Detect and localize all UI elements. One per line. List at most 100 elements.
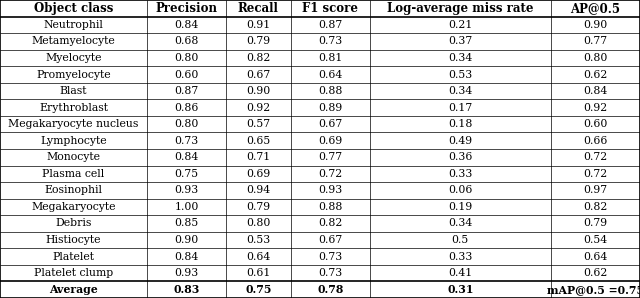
Text: 0.72: 0.72 — [584, 152, 607, 162]
Text: 0.87: 0.87 — [174, 86, 198, 96]
Text: 0.86: 0.86 — [174, 103, 198, 113]
Text: Promyelocyte: Promyelocyte — [36, 69, 111, 80]
Text: 0.64: 0.64 — [584, 252, 607, 262]
Text: 0.72: 0.72 — [318, 169, 342, 179]
Text: Megakaryocyte nucleus: Megakaryocyte nucleus — [8, 119, 139, 129]
Text: 1.00: 1.00 — [174, 202, 198, 212]
Text: 0.94: 0.94 — [246, 185, 271, 195]
Text: 0.69: 0.69 — [246, 169, 271, 179]
Text: 0.66: 0.66 — [583, 136, 608, 146]
Text: Average: Average — [49, 284, 98, 295]
Text: Eosinophil: Eosinophil — [45, 185, 102, 195]
Text: 0.34: 0.34 — [448, 53, 472, 63]
Text: 0.87: 0.87 — [318, 20, 342, 30]
Text: 0.79: 0.79 — [246, 36, 271, 46]
Text: 0.60: 0.60 — [174, 69, 198, 80]
Text: 0.17: 0.17 — [448, 103, 472, 113]
Text: 0.33: 0.33 — [448, 252, 472, 262]
Text: 0.84: 0.84 — [174, 20, 198, 30]
Text: 0.18: 0.18 — [448, 119, 472, 129]
Text: 0.89: 0.89 — [318, 103, 342, 113]
Text: Erythroblast: Erythroblast — [39, 103, 108, 113]
Text: 0.64: 0.64 — [246, 252, 271, 262]
Text: Platelet: Platelet — [52, 252, 95, 262]
Text: 0.65: 0.65 — [246, 136, 271, 146]
Text: 0.36: 0.36 — [448, 152, 472, 162]
Text: 0.5: 0.5 — [452, 235, 469, 245]
Text: AP@0.5: AP@0.5 — [570, 2, 621, 15]
Text: 0.91: 0.91 — [246, 20, 271, 30]
Text: 0.67: 0.67 — [318, 119, 342, 129]
Text: Metamyelocyte: Metamyelocyte — [32, 36, 115, 46]
Text: Megakaryocyte: Megakaryocyte — [31, 202, 116, 212]
Text: 0.90: 0.90 — [584, 20, 607, 30]
Text: 0.93: 0.93 — [174, 268, 198, 278]
Text: 0.84: 0.84 — [174, 252, 198, 262]
Text: 0.06: 0.06 — [448, 185, 472, 195]
Text: 0.79: 0.79 — [246, 202, 271, 212]
Text: 0.69: 0.69 — [318, 136, 342, 146]
Text: 0.84: 0.84 — [174, 152, 198, 162]
Text: 0.77: 0.77 — [584, 36, 607, 46]
Text: Lymphocyte: Lymphocyte — [40, 136, 107, 146]
Text: Neutrophil: Neutrophil — [44, 20, 104, 30]
Text: 0.53: 0.53 — [246, 235, 271, 245]
Text: 0.88: 0.88 — [318, 86, 342, 96]
Text: 0.78: 0.78 — [317, 284, 344, 295]
Text: F1 score: F1 score — [302, 2, 358, 15]
Text: 0.82: 0.82 — [583, 202, 608, 212]
Text: 0.82: 0.82 — [318, 218, 342, 229]
Text: Myelocyte: Myelocyte — [45, 53, 102, 63]
Text: Histiocyte: Histiocyte — [46, 235, 101, 245]
Text: mAP@0.5 =0.75: mAP@0.5 =0.75 — [547, 284, 640, 295]
Text: 0.77: 0.77 — [318, 152, 342, 162]
Text: 0.92: 0.92 — [246, 103, 271, 113]
Text: 0.68: 0.68 — [174, 36, 198, 46]
Text: Monocyte: Monocyte — [47, 152, 100, 162]
Text: 0.31: 0.31 — [447, 284, 474, 295]
Text: 0.93: 0.93 — [174, 185, 198, 195]
Text: 0.67: 0.67 — [318, 235, 342, 245]
Text: 0.53: 0.53 — [448, 69, 472, 80]
Text: 0.37: 0.37 — [448, 36, 472, 46]
Text: 0.81: 0.81 — [318, 53, 342, 63]
Text: Platelet clump: Platelet clump — [34, 268, 113, 278]
Text: 0.93: 0.93 — [318, 185, 342, 195]
Text: 0.72: 0.72 — [584, 169, 607, 179]
Text: 0.79: 0.79 — [584, 218, 607, 229]
Text: 0.64: 0.64 — [318, 69, 342, 80]
Text: 0.92: 0.92 — [584, 103, 607, 113]
Text: 0.57: 0.57 — [246, 119, 271, 129]
Text: 0.62: 0.62 — [583, 69, 608, 80]
Text: 0.90: 0.90 — [246, 86, 271, 96]
Text: 0.73: 0.73 — [318, 36, 342, 46]
Text: 0.85: 0.85 — [174, 218, 198, 229]
Text: 0.88: 0.88 — [318, 202, 342, 212]
Text: 0.84: 0.84 — [584, 86, 607, 96]
Text: 0.34: 0.34 — [448, 218, 472, 229]
Text: 0.75: 0.75 — [175, 169, 198, 179]
Text: 0.80: 0.80 — [174, 53, 198, 63]
Text: 0.33: 0.33 — [448, 169, 472, 179]
Text: Object class: Object class — [34, 2, 113, 15]
Text: 0.73: 0.73 — [174, 136, 198, 146]
Text: 0.21: 0.21 — [448, 20, 472, 30]
Text: Debris: Debris — [56, 218, 92, 229]
Text: 0.34: 0.34 — [448, 86, 472, 96]
Text: 0.75: 0.75 — [245, 284, 271, 295]
Text: 0.97: 0.97 — [584, 185, 607, 195]
Text: Recall: Recall — [238, 2, 279, 15]
Text: Plasma cell: Plasma cell — [42, 169, 105, 179]
Text: 0.54: 0.54 — [584, 235, 607, 245]
Text: 0.67: 0.67 — [246, 69, 271, 80]
Text: 0.73: 0.73 — [318, 252, 342, 262]
Text: 0.19: 0.19 — [448, 202, 472, 212]
Text: 0.90: 0.90 — [174, 235, 198, 245]
Text: 0.60: 0.60 — [583, 119, 608, 129]
Text: 0.41: 0.41 — [448, 268, 472, 278]
Text: 0.80: 0.80 — [246, 218, 271, 229]
Text: 0.82: 0.82 — [246, 53, 271, 63]
Text: Log-average miss rate: Log-average miss rate — [387, 2, 534, 15]
Text: 0.80: 0.80 — [583, 53, 608, 63]
Text: Precision: Precision — [156, 2, 218, 15]
